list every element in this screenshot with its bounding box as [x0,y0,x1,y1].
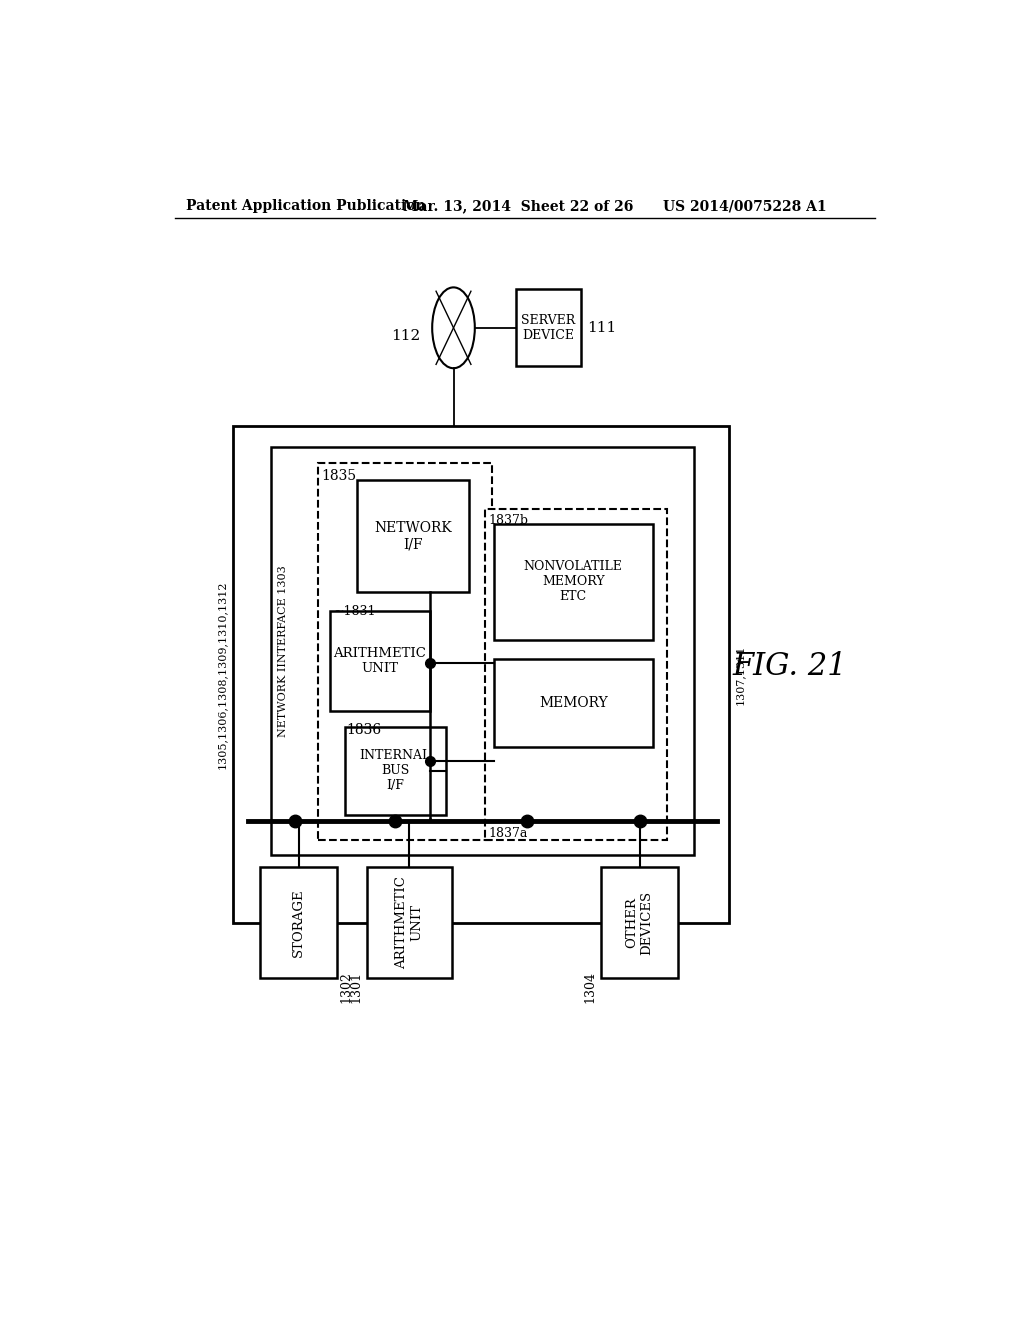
FancyBboxPatch shape [330,611,430,711]
Text: 1837a: 1837a [488,828,527,841]
Text: ~1831: ~1831 [334,605,376,618]
FancyBboxPatch shape [601,867,678,978]
Text: Mar. 13, 2014  Sheet 22 of 26: Mar. 13, 2014 Sheet 22 of 26 [403,199,634,213]
Text: 1305,1306,1308,1309,1310,1312: 1305,1306,1308,1309,1310,1312 [216,581,226,770]
Text: NETWORK
I/F: NETWORK I/F [374,521,452,552]
Text: 1301: 1301 [350,970,362,1003]
FancyBboxPatch shape [345,726,445,816]
Text: US 2014/0075228 A1: US 2014/0075228 A1 [663,199,826,213]
Text: 1835: 1835 [322,470,357,483]
Text: 1302: 1302 [340,970,352,1003]
FancyBboxPatch shape [494,659,652,747]
Text: NONVOLATILE
MEMORY
ETC: NONVOLATILE MEMORY ETC [524,561,623,603]
FancyBboxPatch shape [494,524,652,640]
FancyBboxPatch shape [232,426,729,923]
FancyBboxPatch shape [484,508,667,840]
Text: MEMORY: MEMORY [539,696,607,710]
FancyBboxPatch shape [260,867,337,978]
FancyBboxPatch shape [367,867,452,978]
Text: 1837b: 1837b [488,513,528,527]
FancyBboxPatch shape [317,462,493,840]
Text: FIG. 21: FIG. 21 [732,651,847,682]
Text: 1836: 1836 [346,723,382,737]
Text: STORAGE: STORAGE [292,888,305,957]
Text: 1304: 1304 [584,970,597,1003]
Text: INTERNAL
BUS
I/F: INTERNAL BUS I/F [359,750,431,792]
Text: OTHER
DEVICES: OTHER DEVICES [626,891,653,954]
Text: 111: 111 [588,321,616,335]
FancyBboxPatch shape [515,289,582,367]
FancyBboxPatch shape [271,447,693,855]
Text: Patent Application Publication: Patent Application Publication [186,199,426,213]
Text: ARITHMETIC
UNIT: ARITHMETIC UNIT [334,647,426,676]
Text: 112: 112 [391,329,421,342]
FancyBboxPatch shape [356,480,469,591]
Text: SERVER
DEVICE: SERVER DEVICE [521,314,575,342]
Text: NETWORK IINTERFACE 1303: NETWORK IINTERFACE 1303 [278,565,288,737]
Text: ARITHMETIC
UNIT: ARITHMETIC UNIT [395,876,423,969]
Text: 1307,1311: 1307,1311 [735,644,744,705]
